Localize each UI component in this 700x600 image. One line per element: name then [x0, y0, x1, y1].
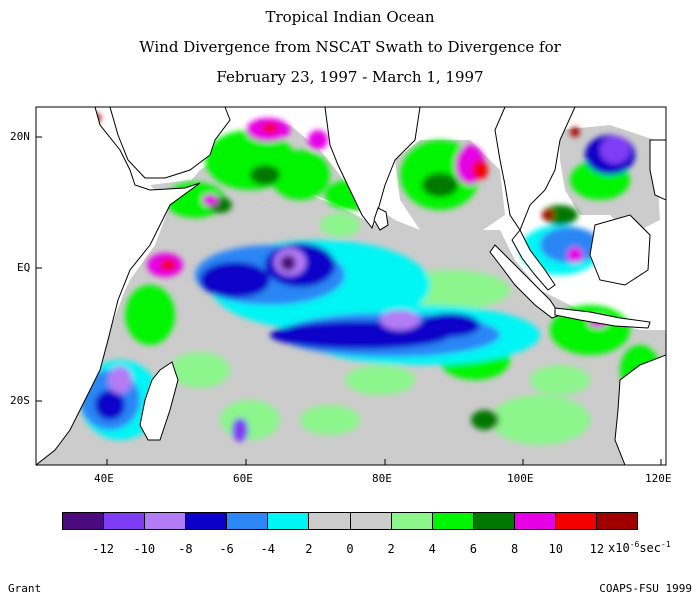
land-masses [36, 107, 666, 465]
footer-credit: COAPS-FSU 1999 [599, 582, 692, 595]
colorbar-tick-label: 4 [428, 542, 436, 556]
units-tail: sec [639, 541, 662, 555]
colorbar-swatch [555, 513, 598, 529]
australia [614, 354, 666, 465]
lon-label-120e: 120E [645, 472, 672, 485]
malay-peninsula [511, 229, 556, 291]
africa [36, 107, 201, 465]
lon-label-80e: 80E [372, 472, 392, 485]
colorbar-tick-label: 2 [387, 542, 395, 556]
lat-label-eq: EQ [17, 261, 31, 274]
units-exponent: -6 [629, 540, 640, 549]
colorbar-tick-label: -6 [219, 542, 234, 556]
colorbar-swatch [186, 513, 228, 529]
colorbar-swatch [350, 513, 392, 529]
sri-lanka [373, 207, 389, 231]
lat-label-20s: 20S [10, 394, 30, 407]
lat-label-20n: 20N [10, 130, 30, 143]
colorbar-swatch [227, 513, 269, 529]
colorbar-swatch [63, 513, 105, 529]
lon-label-100e: 100E [507, 472, 534, 485]
colorbar-swatch [391, 513, 433, 529]
colorbar-tick-label: -10 [133, 542, 156, 556]
footer-author: Grant [8, 582, 42, 595]
colorbar-swatch [432, 513, 474, 529]
title-line-2: Wind Divergence from NSCAT Swath to Dive… [139, 38, 561, 56]
colorbar-tick-label: -8 [178, 542, 193, 556]
indochina [494, 107, 576, 232]
colorbar-swatch [104, 513, 146, 529]
axis-ticks [36, 136, 662, 465]
colorbar-tick-label: 6 [469, 542, 478, 556]
colorbar-units: x10-6sec-1 [608, 540, 671, 555]
colorbar-tick-label: 0 [346, 542, 354, 556]
colorbar [62, 512, 638, 530]
java [554, 307, 651, 329]
colorbar-swatch [309, 513, 351, 529]
colorbar-swatch [145, 513, 187, 529]
colorbar-tick-label: 8 [510, 542, 519, 556]
colorbar-swatch [473, 513, 515, 529]
colorbar-tick-label: -4 [260, 542, 275, 556]
colorbar-swatch [268, 513, 310, 529]
lon-label-60e: 60E [233, 472, 253, 485]
colorbar-swatch [597, 513, 638, 529]
arabia-persia [109, 107, 231, 179]
colorbar-tick-label: -12 [92, 542, 114, 556]
units-tail-exponent: -1 [661, 540, 671, 549]
colorbar-tick-label: 2 [305, 542, 313, 556]
philippines-edge [649, 139, 666, 201]
units-base: x10 [608, 541, 630, 555]
madagascar [139, 361, 179, 441]
lon-label-40e: 40E [94, 472, 114, 485]
title-line-1: Tropical Indian Ocean [265, 8, 435, 26]
borneo [589, 214, 651, 286]
sumatra [489, 244, 561, 319]
colorbar-swatch [514, 513, 556, 529]
map-frame [35, 106, 667, 466]
colorbar-tick-label: 12 [589, 542, 605, 556]
colorbar-tick-label: 10 [548, 542, 563, 556]
map-plot-area [36, 107, 666, 465]
title-line-3: February 23, 1997 - March 1, 1997 [216, 68, 484, 86]
